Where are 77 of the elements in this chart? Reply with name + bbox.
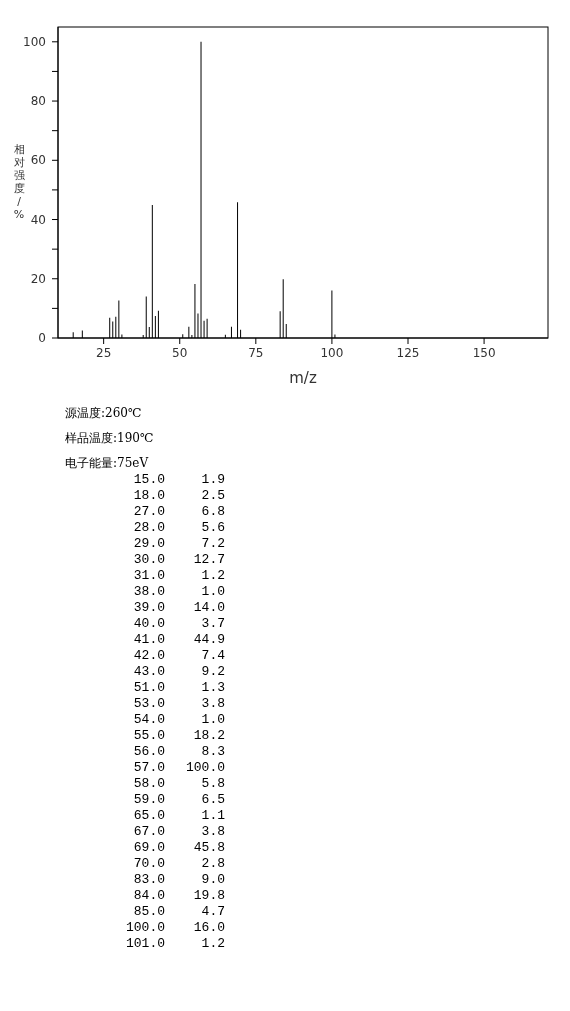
- text: 15.0: [132, 472, 165, 488]
- text: 4.7: [200, 904, 225, 920]
- y-axis-title: 相对强度/%: [13, 142, 25, 221]
- text: 6.5: [200, 792, 225, 808]
- text: 51.0: [132, 680, 165, 696]
- text: 31.0: [132, 568, 165, 584]
- y-tick-label: 80: [30, 94, 46, 109]
- x-tick-label: 75: [248, 345, 264, 360]
- x-axis-title: m/z: [289, 369, 317, 387]
- y-tick-label: 20: [30, 271, 46, 286]
- text: 8.3: [200, 744, 225, 760]
- text: 3.7: [200, 616, 225, 632]
- text: 53.0: [132, 696, 165, 712]
- text: 14.0: [192, 600, 225, 616]
- x-tick-label: 150: [472, 345, 496, 360]
- text: 1.1: [200, 808, 225, 824]
- text: 55.0: [132, 728, 165, 744]
- text: 7.4: [200, 648, 225, 664]
- text: 56.0: [132, 744, 165, 760]
- text: 65.0: [132, 808, 165, 824]
- text: 1.0: [200, 712, 225, 728]
- text: 29.0: [132, 536, 165, 552]
- text: 70.0: [132, 856, 165, 872]
- text: 2.5: [200, 488, 225, 504]
- text: 40.0: [132, 616, 165, 632]
- text: 42.0: [132, 648, 165, 664]
- text: 67.0: [132, 824, 165, 840]
- x-tick-label: 25: [96, 345, 112, 360]
- x-tick-label: 50: [172, 345, 188, 360]
- text: 39.0: [132, 600, 165, 616]
- text: 45.8: [192, 840, 225, 856]
- text: 28.0: [132, 520, 165, 536]
- x-tick-label: 125: [396, 345, 420, 360]
- text: 源温度:260℃: [65, 405, 143, 422]
- text: 30.0: [132, 552, 165, 568]
- x-tick-label: 100: [320, 345, 344, 360]
- y-tick-label: 40: [30, 212, 46, 227]
- text: 43.0: [132, 664, 165, 680]
- text: 9.2: [200, 664, 225, 680]
- text: 1.0: [200, 584, 225, 600]
- text: 电子能量:75eV: [65, 455, 150, 472]
- text: 样品温度:190℃: [65, 430, 155, 447]
- text: 59.0: [132, 792, 165, 808]
- text: 27.0: [132, 504, 165, 520]
- text: 2.8: [200, 856, 225, 872]
- text: 5.8: [200, 776, 225, 792]
- text: 100.0: [125, 920, 165, 936]
- text: 101.0: [125, 936, 165, 952]
- y-tick-label: 0: [38, 331, 46, 345]
- text: 1.3: [200, 680, 225, 696]
- text: 85.0: [132, 904, 165, 920]
- text: 58.0: [132, 776, 165, 792]
- text: 6.8: [200, 504, 225, 520]
- text: 5.6: [200, 520, 225, 536]
- text: 38.0: [132, 584, 165, 600]
- y-tick-label: 60: [30, 153, 46, 168]
- text: 18.0: [132, 488, 165, 504]
- text: 3.8: [200, 696, 225, 712]
- text: 1.2: [200, 936, 225, 952]
- text: 54.0: [132, 712, 165, 728]
- text: 12.7: [192, 552, 225, 568]
- text: 1.9: [200, 472, 225, 488]
- text: 84.0: [132, 888, 165, 904]
- text: 69.0: [132, 840, 165, 856]
- text: 100.0: [185, 760, 225, 776]
- text: 18.2: [192, 728, 225, 744]
- text: 83.0: [132, 872, 165, 888]
- text: 44.9: [192, 632, 225, 648]
- text: 9.0: [200, 872, 225, 888]
- text: 1.2: [200, 568, 225, 584]
- text: 41.0: [132, 632, 165, 648]
- text: 19.8: [192, 888, 225, 904]
- text: 7.2: [200, 536, 225, 552]
- y-tick-label: 100: [23, 34, 46, 49]
- text: 16.0: [192, 920, 225, 936]
- text: 3.8: [200, 824, 225, 840]
- text: 57.0: [132, 760, 165, 776]
